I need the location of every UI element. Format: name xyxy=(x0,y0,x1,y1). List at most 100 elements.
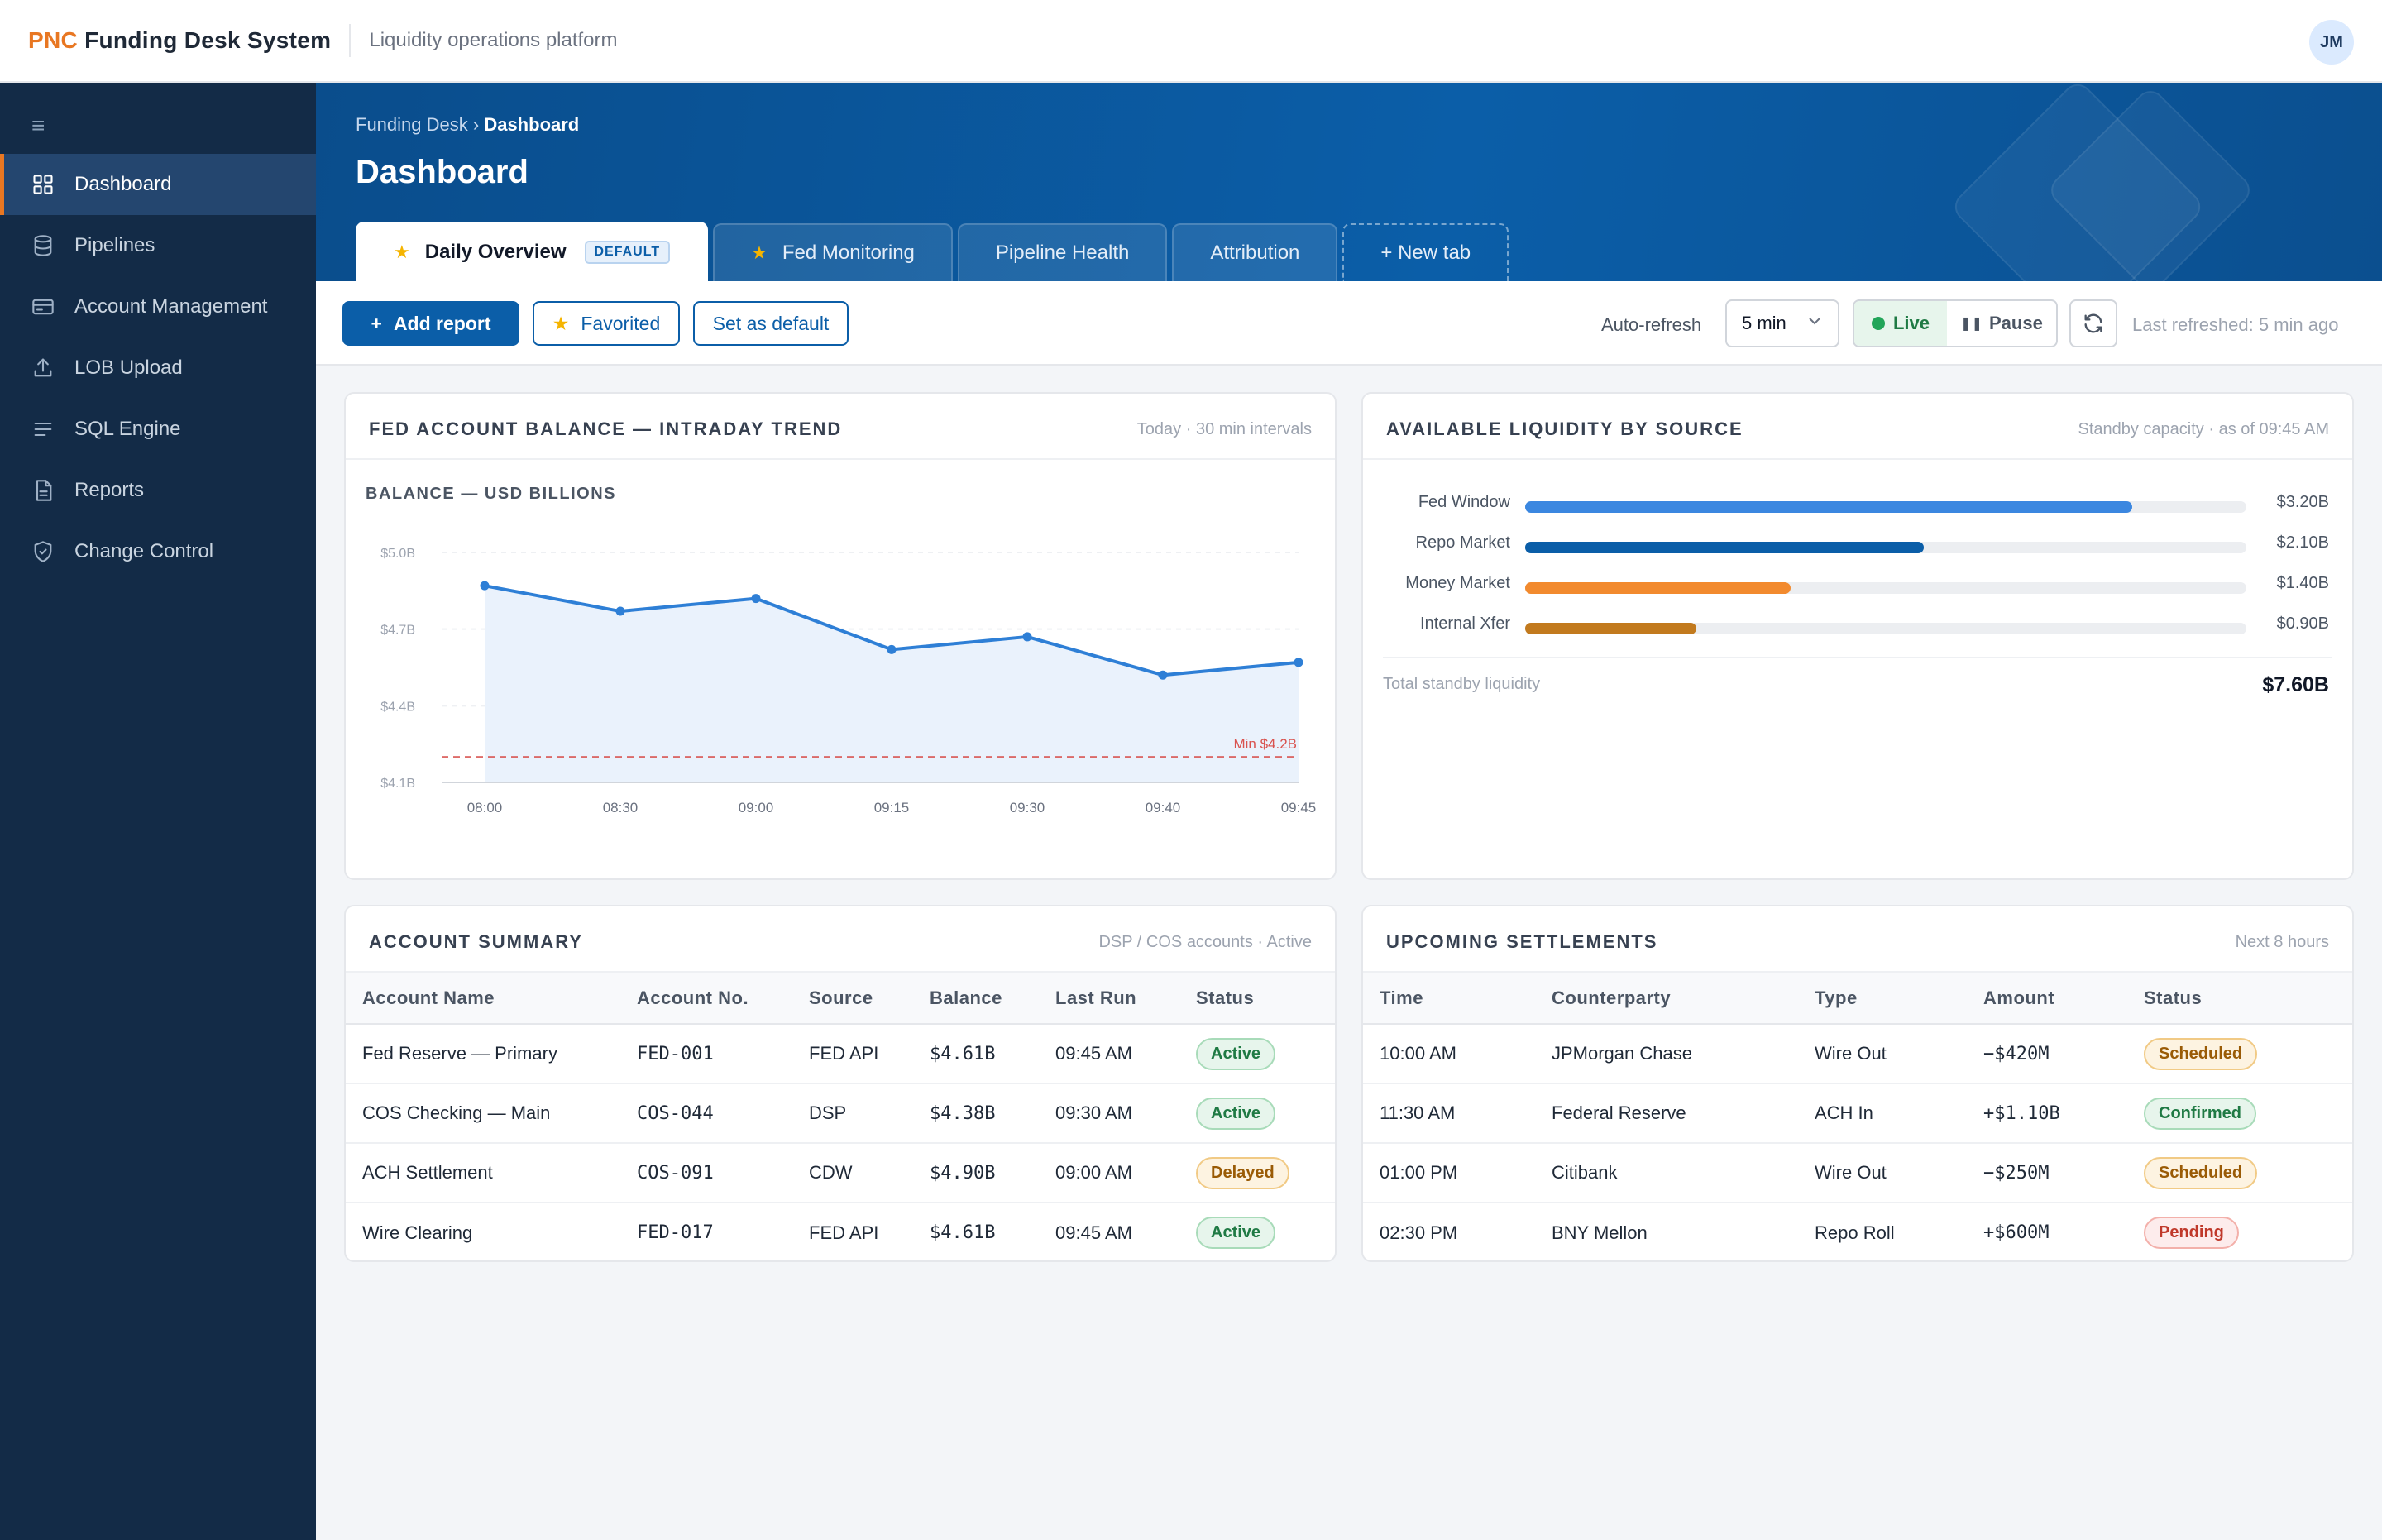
breadcrumb-separator: › xyxy=(472,114,480,135)
liquidity-source-label: Money Market xyxy=(1405,574,1510,592)
liquidity-source-label: Internal Xfer xyxy=(1420,615,1510,633)
card-title: ACCOUNT SUMMARY xyxy=(369,931,583,952)
sidebar-item-label: Dashboard xyxy=(74,173,172,195)
hamburger-menu-icon[interactable]: ≡ xyxy=(31,112,45,138)
account-number: FED-017 xyxy=(637,1222,714,1243)
y-tick-label: $4.7B xyxy=(380,624,415,638)
default-badge: DEFAULT xyxy=(584,241,671,264)
tab-fed-monitoring[interactable]: ★ Fed Monitoring xyxy=(713,223,953,281)
data-point xyxy=(887,644,897,654)
table-row[interactable]: 10:00 AM JPMorgan Chase Wire Out −$420M Sche… xyxy=(1363,1024,2352,1084)
settlement-amount: +$1.10B xyxy=(1967,1083,2127,1144)
app-brand[interactable]: PNC Funding Desk System xyxy=(28,27,331,54)
refresh-interval-value: 5 min xyxy=(1742,313,1786,333)
sidebar-item-dashboard[interactable]: Dashboard xyxy=(0,154,316,215)
live-dot-icon xyxy=(1871,317,1885,330)
column-header[interactable]: Status xyxy=(2127,973,2352,1025)
sidebar-item-reports[interactable]: Reports xyxy=(0,460,316,521)
add-report-button[interactable]: + Add report xyxy=(342,301,519,346)
column-header[interactable]: Counterparty xyxy=(1535,973,1798,1025)
settlement-status-cell: Scheduled xyxy=(2127,1143,2352,1203)
account-name: ACH Settlement xyxy=(346,1143,620,1203)
table-row[interactable]: Wire Clearing FED-017 FED API $4.61B 09:45 A… xyxy=(346,1203,1335,1260)
column-header[interactable]: Account No. xyxy=(620,973,792,1025)
set-default-button[interactable]: Set as default xyxy=(693,301,849,346)
breadcrumb-current: Dashboard xyxy=(484,114,580,135)
database-icon xyxy=(34,235,52,256)
settlement-status-cell: Pending xyxy=(2127,1203,2352,1260)
sidebar-item-label: Account Management xyxy=(74,295,268,318)
column-header[interactable]: Account Name xyxy=(346,973,620,1025)
settlement-time: 01:00 PM xyxy=(1363,1143,1535,1203)
column-header[interactable]: Time xyxy=(1363,973,1535,1025)
liquidity-bar-track xyxy=(1525,501,2246,513)
column-header[interactable]: Source xyxy=(792,973,913,1025)
account-name: COS Checking — Main xyxy=(346,1083,620,1144)
liquidity-bar-track xyxy=(1525,582,2246,594)
data-point xyxy=(1294,658,1303,667)
last-refreshed-text: Last refreshed: 5 min ago xyxy=(2132,314,2339,335)
sidebar-item-lob-upload[interactable]: LOB Upload xyxy=(0,337,316,399)
refresh-interval-select[interactable]: 5 min xyxy=(1725,299,1839,347)
account-name: Fed Reserve — Primary xyxy=(346,1024,620,1084)
chevron-down-icon xyxy=(1809,318,1820,325)
account-name: Wire Clearing xyxy=(362,1222,473,1243)
live-label: Live xyxy=(1892,313,1930,333)
table-row[interactable]: 11:30 AM Federal Reserve ACH In +$1.10B Conf… xyxy=(1363,1083,2352,1144)
sidebar-item-pipelines[interactable]: Pipelines xyxy=(0,215,316,276)
settlement-amount: −$250M xyxy=(1967,1143,2127,1203)
column-header[interactable]: Last Run xyxy=(1039,973,1179,1025)
sidebar-item-sql-engine[interactable]: SQL Engine xyxy=(0,399,316,460)
column-header[interactable]: Balance xyxy=(913,973,1039,1025)
tab-daily-overview[interactable]: ★ Daily Overview DEFAULT xyxy=(356,222,709,281)
upload-icon xyxy=(34,358,52,377)
tab-attribution[interactable]: Attribution xyxy=(1172,223,1338,281)
table-row[interactable]: Fed Reserve — Primary FED-001 FED API $4.61… xyxy=(346,1024,1335,1084)
sidebar-item-account-management[interactable]: Account Management xyxy=(0,276,316,337)
sidebar-item-change-control[interactable]: Change Control xyxy=(0,521,316,582)
grid-icon xyxy=(33,175,53,194)
data-point xyxy=(480,581,490,591)
app-subtitle: Liquidity operations platform xyxy=(369,29,618,51)
account-number: FED-001 xyxy=(620,1024,792,1084)
column-header[interactable]: Status xyxy=(1179,973,1335,1025)
data-point xyxy=(615,606,625,616)
live-toggle[interactable]: Live xyxy=(1854,301,1947,346)
main-content: Funding Desk › Dashboard Dashboard ★ Dail… xyxy=(316,83,2382,1540)
liquidity-bar-fill xyxy=(1525,501,2133,513)
brand-divider xyxy=(349,24,352,57)
settlement-counterparty: BNY Mellon xyxy=(1552,1222,1648,1243)
table-row[interactable]: 02:30 PM BNY Mellon Repo Roll +$600M Pending xyxy=(1363,1203,2352,1260)
card-meta: Next 8 hours xyxy=(2235,933,2329,951)
tab-new-tab[interactable]: + New tab xyxy=(1342,223,1509,281)
pause-toggle[interactable]: ❚❚ Pause xyxy=(1947,301,2056,346)
status-badge: Confirmed xyxy=(2144,1097,2256,1130)
card-meta: Standby capacity · as of 09:45 AM xyxy=(2078,420,2329,438)
account-status-cell: Active xyxy=(1179,1203,1335,1260)
sidebar-item-label: Change Control xyxy=(74,540,214,562)
refresh-button[interactable] xyxy=(2069,299,2117,347)
shield-icon xyxy=(34,541,52,562)
document-icon xyxy=(36,480,52,501)
status-badge: Active xyxy=(1196,1037,1276,1070)
table-row[interactable]: 01:00 PM Citibank Wire Out −$250M Scheduled xyxy=(1363,1143,2352,1203)
column-header[interactable]: Type xyxy=(1798,973,1967,1025)
favorited-button[interactable]: ★ Favorited xyxy=(533,301,680,346)
account-last-run: 09:30 AM xyxy=(1039,1083,1179,1144)
status-badge: Delayed xyxy=(1196,1156,1289,1189)
brand-prefix: PNC xyxy=(28,27,79,53)
breadcrumb-root[interactable]: Funding Desk xyxy=(356,114,468,135)
column-header[interactable]: Amount xyxy=(1967,973,2127,1025)
account-source: CDW xyxy=(792,1143,913,1203)
settlement-type: Repo Roll xyxy=(1815,1222,1895,1243)
top-header: PNC Funding Desk System Liquidity operat… xyxy=(0,0,2382,83)
card-meta: DSP / COS accounts · Active xyxy=(1098,933,1312,951)
x-tick-label: 09:00 xyxy=(739,800,774,815)
user-avatar[interactable]: JM xyxy=(2309,20,2354,65)
tab-pipeline-health[interactable]: Pipeline Health xyxy=(957,223,1168,281)
account-last-run: 09:45 AM xyxy=(1055,1222,1132,1243)
liquidity-value: $1.40B xyxy=(2276,574,2329,592)
table-row[interactable]: COS Checking — Main COS-044 DSP $4.38B 09:30… xyxy=(346,1083,1335,1144)
total-liquidity-label: Total standby liquidity xyxy=(1383,675,1541,693)
table-row[interactable]: ACH Settlement COS-091 CDW $4.90B 09:00 AM De… xyxy=(346,1143,1335,1203)
